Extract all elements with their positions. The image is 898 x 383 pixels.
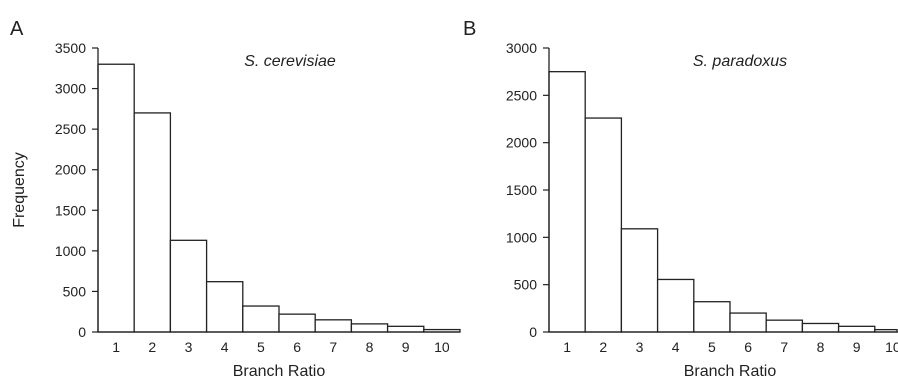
y-tick-label: 3500 bbox=[55, 40, 86, 56]
bar-9 bbox=[837, 325, 876, 333]
y-tick-label: 1500 bbox=[55, 202, 86, 218]
panel-label: B bbox=[463, 18, 476, 40]
x-tick-label: 7 bbox=[329, 339, 337, 355]
bar-8 bbox=[801, 322, 840, 333]
y-tick-label: 2500 bbox=[55, 121, 86, 137]
bar-7 bbox=[765, 319, 804, 333]
bar-8 bbox=[350, 323, 389, 333]
bar-3 bbox=[169, 239, 208, 333]
x-tick-label: 8 bbox=[366, 339, 374, 355]
chart-title: S. cerevisiae bbox=[244, 53, 336, 70]
x-tick-label: 4 bbox=[672, 339, 680, 355]
x-tick-label: 3 bbox=[636, 339, 644, 355]
x-tick-label: 4 bbox=[221, 339, 229, 355]
bar-5 bbox=[242, 305, 280, 333]
x-tick-label: 9 bbox=[402, 339, 410, 355]
x-tick-label: 9 bbox=[853, 339, 861, 355]
x-tick-label: 3 bbox=[185, 339, 193, 355]
y-tick-label: 500 bbox=[514, 277, 538, 293]
bar-6 bbox=[729, 312, 767, 333]
bar-2 bbox=[584, 117, 623, 333]
y-tick-label: 1500 bbox=[506, 182, 537, 198]
bar-5 bbox=[693, 301, 731, 333]
y-tick-label: 2500 bbox=[506, 87, 537, 103]
y-tick-label: 500 bbox=[63, 283, 87, 299]
y-tick-label: 1000 bbox=[506, 229, 537, 245]
x-tick-label: 6 bbox=[744, 339, 752, 355]
y-tick-label: 3000 bbox=[55, 81, 86, 97]
x-tick-label: 10 bbox=[434, 339, 450, 355]
x-tick-label: 1 bbox=[112, 339, 120, 355]
bar-2 bbox=[133, 112, 172, 333]
x-tick-label: 10 bbox=[885, 339, 898, 355]
chart-panel-a: A 0 500 1000 1500 2000 2500 3000 3500 1 2 3 4 5 6 7 8 9 10… bbox=[10, 18, 461, 380]
x-tick-label: 8 bbox=[817, 339, 825, 355]
x-tick-label: 7 bbox=[780, 339, 788, 355]
bar-6 bbox=[278, 313, 316, 333]
y-tick-label: 1000 bbox=[55, 243, 86, 259]
y-tick-label: 0 bbox=[78, 324, 86, 340]
x-axis-label: Branch Ratio bbox=[684, 363, 777, 380]
x-tick-label: 1 bbox=[563, 339, 571, 355]
x-tick-label: 2 bbox=[148, 339, 156, 355]
y-tick-label: 0 bbox=[529, 324, 537, 340]
bar-3 bbox=[620, 228, 659, 333]
y-tick-label: 2000 bbox=[55, 162, 86, 178]
bar-4 bbox=[205, 281, 244, 333]
x-tick-label: 2 bbox=[599, 339, 607, 355]
chart-panel-b: B 0 500 1000 1500 2000 2500 3000 1 2 3 4 5 6 7 8 9 10 Bran… bbox=[463, 18, 898, 380]
bar-9 bbox=[386, 325, 425, 333]
chart-title: S. paradoxus bbox=[693, 53, 787, 70]
x-tick-label: 5 bbox=[257, 339, 265, 355]
bar-1 bbox=[97, 63, 135, 333]
x-tick-label: 6 bbox=[293, 339, 301, 355]
y-tick-label: 2000 bbox=[506, 135, 537, 151]
panel-label: A bbox=[10, 18, 24, 40]
bar-4 bbox=[656, 278, 695, 333]
x-tick-label: 5 bbox=[708, 339, 716, 355]
y-axis-label: Frequency bbox=[11, 152, 28, 228]
bar-7 bbox=[314, 319, 353, 333]
x-axis-label: Branch Ratio bbox=[233, 363, 326, 380]
y-tick-label: 3000 bbox=[506, 40, 537, 56]
bar-1 bbox=[548, 71, 586, 333]
